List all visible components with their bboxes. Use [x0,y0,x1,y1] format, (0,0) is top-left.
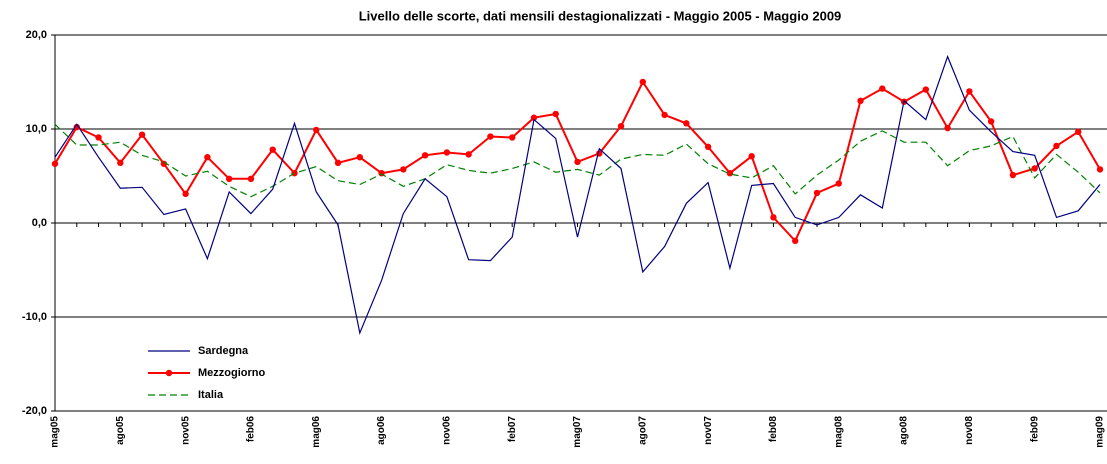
marker [313,126,320,134]
legend-marker [165,369,173,377]
marker [792,237,799,245]
y-tick-label: 20,0 [26,29,47,41]
marker [160,160,168,167]
marker [530,114,538,121]
marker [95,134,102,141]
marker [225,175,233,183]
marker [987,118,995,125]
marker [400,166,407,173]
marker [356,154,363,161]
legend-label: Sardegna [198,345,249,357]
x-tick-label: nov06 [442,416,453,445]
marker [683,120,690,127]
marker [51,160,59,167]
marker [704,143,712,151]
x-tick-label: feb08 [768,416,779,443]
marker [574,158,581,166]
marker [204,154,211,161]
legend-label: Mezzogiorno [198,367,265,379]
y-tick-label: -10,0 [22,311,47,323]
y-tick-label: -20,0 [22,405,47,417]
marker [770,214,777,221]
marker [857,97,864,105]
marker [661,111,668,119]
y-tick-label: 10,0 [26,123,47,135]
x-tick-label: mag07 [572,416,583,448]
marker [617,122,625,130]
marker [879,85,886,92]
y-tick-label: 0,0 [32,217,47,229]
marker [813,189,821,197]
marker [966,88,973,95]
marker [639,78,647,86]
x-tick-label: ago06 [376,416,387,445]
marker [922,86,930,93]
x-tick-label: feb09 [1029,416,1040,443]
marker [443,149,451,156]
marker [508,134,516,141]
marker [334,159,342,167]
x-tick-label: feb06 [246,416,257,443]
marker [138,131,146,138]
marker [1031,165,1038,172]
marker [835,180,842,187]
line [54,123,1101,198]
marker [73,123,80,131]
marker [726,169,734,177]
x-tick-label: nov08 [964,416,975,445]
marker [269,146,276,153]
x-tick-label: ago07 [637,416,648,445]
x-tick-label: feb07 [507,416,518,443]
marker [117,159,124,167]
marker [944,124,951,132]
x-tick-label: mag08 [833,416,844,448]
marker [465,151,472,158]
marker [552,110,559,118]
x-tick-label: mag09 [1095,416,1106,448]
marker [748,153,755,160]
x-tick-label: ago08 [899,416,910,445]
marker [247,175,255,183]
line [54,54,1101,336]
marker [421,152,429,159]
legend-label: Italia [198,389,224,401]
x-tick-label: nov07 [703,416,714,445]
marker [1053,142,1060,150]
x-tick-label: mag05 [50,416,61,448]
marker [487,133,494,140]
marker [1009,171,1017,179]
marker [182,190,189,198]
x-tick-label: nov05 [180,416,191,445]
marker [1075,128,1082,136]
x-tick-label: mag06 [311,416,322,448]
marker [1096,166,1104,173]
x-tick-label: ago05 [115,416,126,445]
chart-title: Livello delle scorte, dati mensili desta… [359,8,842,23]
